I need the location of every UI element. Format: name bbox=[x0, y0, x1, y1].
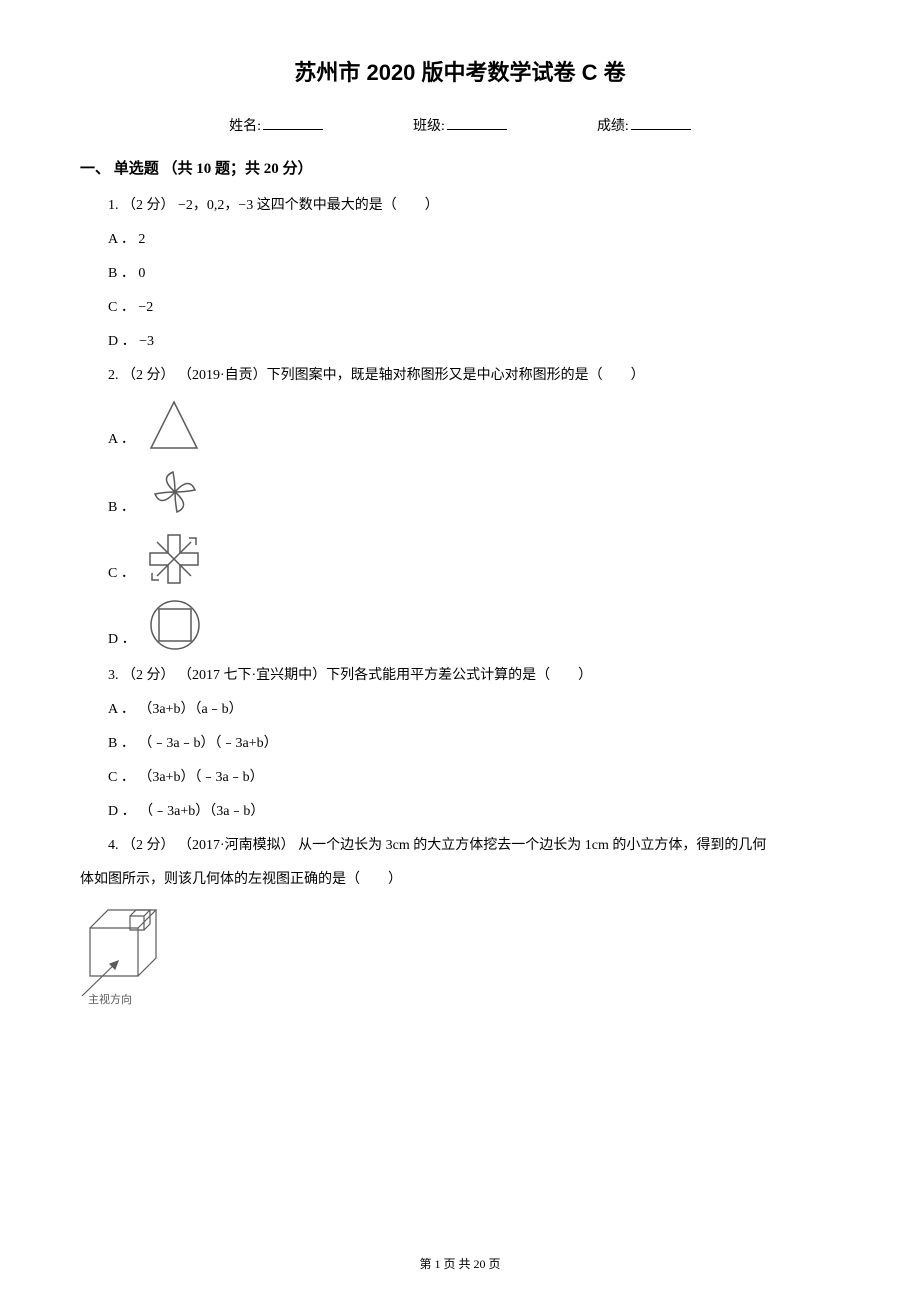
name-label: 姓名: bbox=[229, 115, 261, 135]
cube-icon: 主视方向 bbox=[80, 898, 172, 1008]
q3-text: 3. （2 分） （2017 七下·宜兴期中）下列各式能用平方差公式计算的是（ … bbox=[108, 662, 840, 690]
name-field: 姓名: bbox=[229, 115, 323, 135]
circle-square-icon bbox=[146, 596, 204, 654]
view-direction-label: 主视方向 bbox=[88, 992, 132, 1006]
class-field: 班级: bbox=[413, 115, 507, 135]
triangle-icon bbox=[145, 396, 203, 454]
q2-option-c: C ． bbox=[108, 530, 840, 588]
q2-b-label: B ． bbox=[108, 494, 135, 522]
question-4: 4. （2 分） （2017·河南模拟） 从一个边长为 3cm 的大立方体挖去一… bbox=[108, 832, 840, 860]
q1-text: 1. （2 分） −2，0,2，−3 这四个数中最大的是（ ） bbox=[108, 192, 840, 220]
q2-d-label: D ． bbox=[108, 626, 136, 654]
header-fields: 姓名: 班级: 成绩: bbox=[80, 115, 840, 135]
class-label: 班级: bbox=[413, 115, 445, 135]
question-1: 1. （2 分） −2，0,2，−3 这四个数中最大的是（ ） A ． 2 B … bbox=[108, 192, 840, 356]
question-2: 2. （2 分） （2019·自贡）下列图案中，既是轴对称图形又是中心对称图形的… bbox=[108, 362, 840, 654]
name-blank bbox=[263, 129, 323, 130]
page-footer: 第 1 页 共 20 页 bbox=[0, 1255, 920, 1272]
q4-figure: 主视方向 bbox=[80, 898, 840, 1008]
q3-option-b: B ． （﹣3a﹣b）（﹣3a+b） bbox=[108, 730, 840, 758]
q2-c-label: C ． bbox=[108, 560, 135, 588]
cross-arrows-icon bbox=[145, 530, 203, 588]
class-blank bbox=[447, 129, 507, 130]
q2-option-d: D ． bbox=[108, 596, 840, 654]
q1-option-b: B ． 0 bbox=[108, 260, 840, 288]
q3-option-d: D ． （﹣3a+b）（3a﹣b） bbox=[108, 798, 840, 826]
q1-option-a: A ． 2 bbox=[108, 226, 840, 254]
score-field: 成绩: bbox=[597, 115, 691, 135]
page-title: 苏州市 2020 版中考数学试卷 C 卷 bbox=[80, 55, 840, 87]
q1-option-d: D ． −3 bbox=[108, 328, 840, 356]
q2-a-label: A ． bbox=[108, 426, 135, 454]
q1-option-c: C ． −2 bbox=[108, 294, 840, 322]
q2-option-b: B ． bbox=[108, 462, 840, 522]
q2-option-a: A ． bbox=[108, 396, 840, 454]
section-1-title: 一、 单选题 （共 10 题；共 20 分） bbox=[80, 157, 840, 178]
q3-option-a: A ． （3a+b）（a﹣b） bbox=[108, 696, 840, 724]
q3-option-c: C ． （3a+b）（﹣3a﹣b） bbox=[108, 764, 840, 792]
pinwheel-icon bbox=[145, 462, 205, 522]
question-3: 3. （2 分） （2017 七下·宜兴期中）下列各式能用平方差公式计算的是（ … bbox=[108, 662, 840, 826]
q4-text-line2: 体如图所示，则该几何体的左视图正确的是（ ） bbox=[80, 866, 840, 894]
q2-text: 2. （2 分） （2019·自贡）下列图案中，既是轴对称图形又是中心对称图形的… bbox=[108, 362, 840, 390]
score-label: 成绩: bbox=[597, 115, 629, 135]
score-blank bbox=[631, 129, 691, 130]
q4-text: 4. （2 分） （2017·河南模拟） 从一个边长为 3cm 的大立方体挖去一… bbox=[108, 832, 840, 860]
